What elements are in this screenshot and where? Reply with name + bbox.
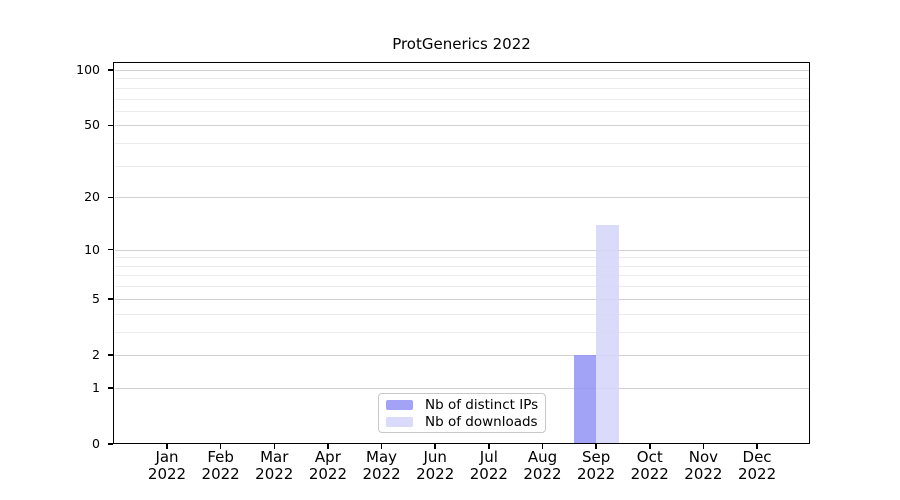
x-tick-label: Oct 2022: [608, 449, 692, 482]
y-tick-label: 20: [84, 189, 100, 205]
x-tick-label-line: Feb: [207, 448, 234, 466]
x-tick-label-line: 2022: [469, 464, 508, 483]
x-axis-tick: [327, 444, 329, 449]
x-tick-label-line: 2022: [416, 464, 455, 483]
plot-border: [113, 62, 810, 444]
x-tick-label-line: Nov: [688, 448, 719, 466]
y-tick-label: 5: [92, 290, 100, 306]
x-tick-label-line: Jun: [423, 448, 447, 466]
x-axis-tick: [166, 444, 168, 449]
x-tick-label: Jun 2022: [393, 449, 477, 482]
x-axis-tick: [434, 444, 436, 449]
x-tick-label: Aug 2022: [500, 449, 584, 482]
y-tick-label: 10: [84, 241, 100, 257]
x-tick-label-line: Jul: [479, 448, 498, 466]
x-axis-tick: [219, 444, 222, 449]
chart-title: ProtGenerics 2022: [392, 35, 531, 53]
x-tick-label-line: 2022: [147, 464, 187, 483]
x-axis-tick: [273, 444, 276, 449]
x-tick-label-line: 2022: [630, 464, 669, 483]
x-tick-label-line: 2022: [577, 464, 616, 483]
x-tick-label-line: 2022: [362, 464, 401, 483]
x-tick-label-line: 2022: [737, 464, 777, 483]
legend: Nb of distinct IPs Nb of downloads: [378, 393, 546, 433]
x-axis-tick: [380, 444, 383, 449]
y-tick-label: 2: [92, 346, 100, 362]
x-tick-label-line: 2022: [308, 464, 347, 483]
x-tick-label-line: 2022: [684, 464, 723, 483]
legend-swatch-distinct-ips: [386, 399, 413, 410]
legend-item-distinct-ips: Nb of distinct IPs: [386, 398, 545, 412]
x-tick-label: Jul 2022: [447, 449, 531, 482]
x-tick-label-line: May: [366, 448, 398, 466]
x-tick-label-line: 2022: [201, 464, 240, 483]
legend-swatch-downloads: [386, 416, 413, 427]
x-tick-label-line: 2022: [255, 464, 294, 483]
legend-item-downloads: Nb of downloads: [386, 415, 545, 429]
x-tick-label: Nov 2022: [661, 449, 745, 482]
x-axis-tick: [649, 444, 651, 449]
x-tick-label-line: Apr: [314, 448, 341, 466]
x-tick-label-line: Sep: [581, 448, 611, 466]
x-axis-tick: [595, 444, 597, 449]
x-tick-label-line: Oct: [636, 448, 663, 466]
x-tick-label-line: 2022: [523, 464, 562, 483]
x-tick-label-line: Mar: [260, 448, 289, 466]
x-axis-tick: [541, 444, 544, 449]
x-axis-tick: [702, 444, 705, 449]
y-tick-label: 100: [76, 62, 100, 77]
x-tick-label: Mar 2022: [232, 449, 316, 482]
x-tick-label: Dec 2022: [715, 449, 799, 482]
x-tick-label-line: Dec: [742, 448, 772, 466]
x-tick-label: Apr 2022: [286, 449, 370, 482]
x-tick-label-line: Aug: [527, 448, 558, 466]
y-tick-label: 0: [92, 436, 100, 451]
y-tick-label: 50: [84, 117, 100, 133]
x-axis-tick: [488, 444, 490, 449]
y-tick-label: 1: [92, 379, 100, 395]
x-axis-tick: [756, 444, 758, 449]
x-tick-label: May 2022: [340, 449, 424, 482]
legend-label-distinct-ips: Nb of distinct IPs: [425, 396, 539, 413]
x-tick-label: Feb 2022: [179, 449, 263, 482]
x-tick-label: Jan 2022: [125, 449, 209, 482]
legend-label-downloads: Nb of downloads: [425, 413, 538, 430]
x-tick-label-line: Jan: [155, 448, 179, 466]
x-tick-label: Sep 2022: [554, 449, 638, 482]
